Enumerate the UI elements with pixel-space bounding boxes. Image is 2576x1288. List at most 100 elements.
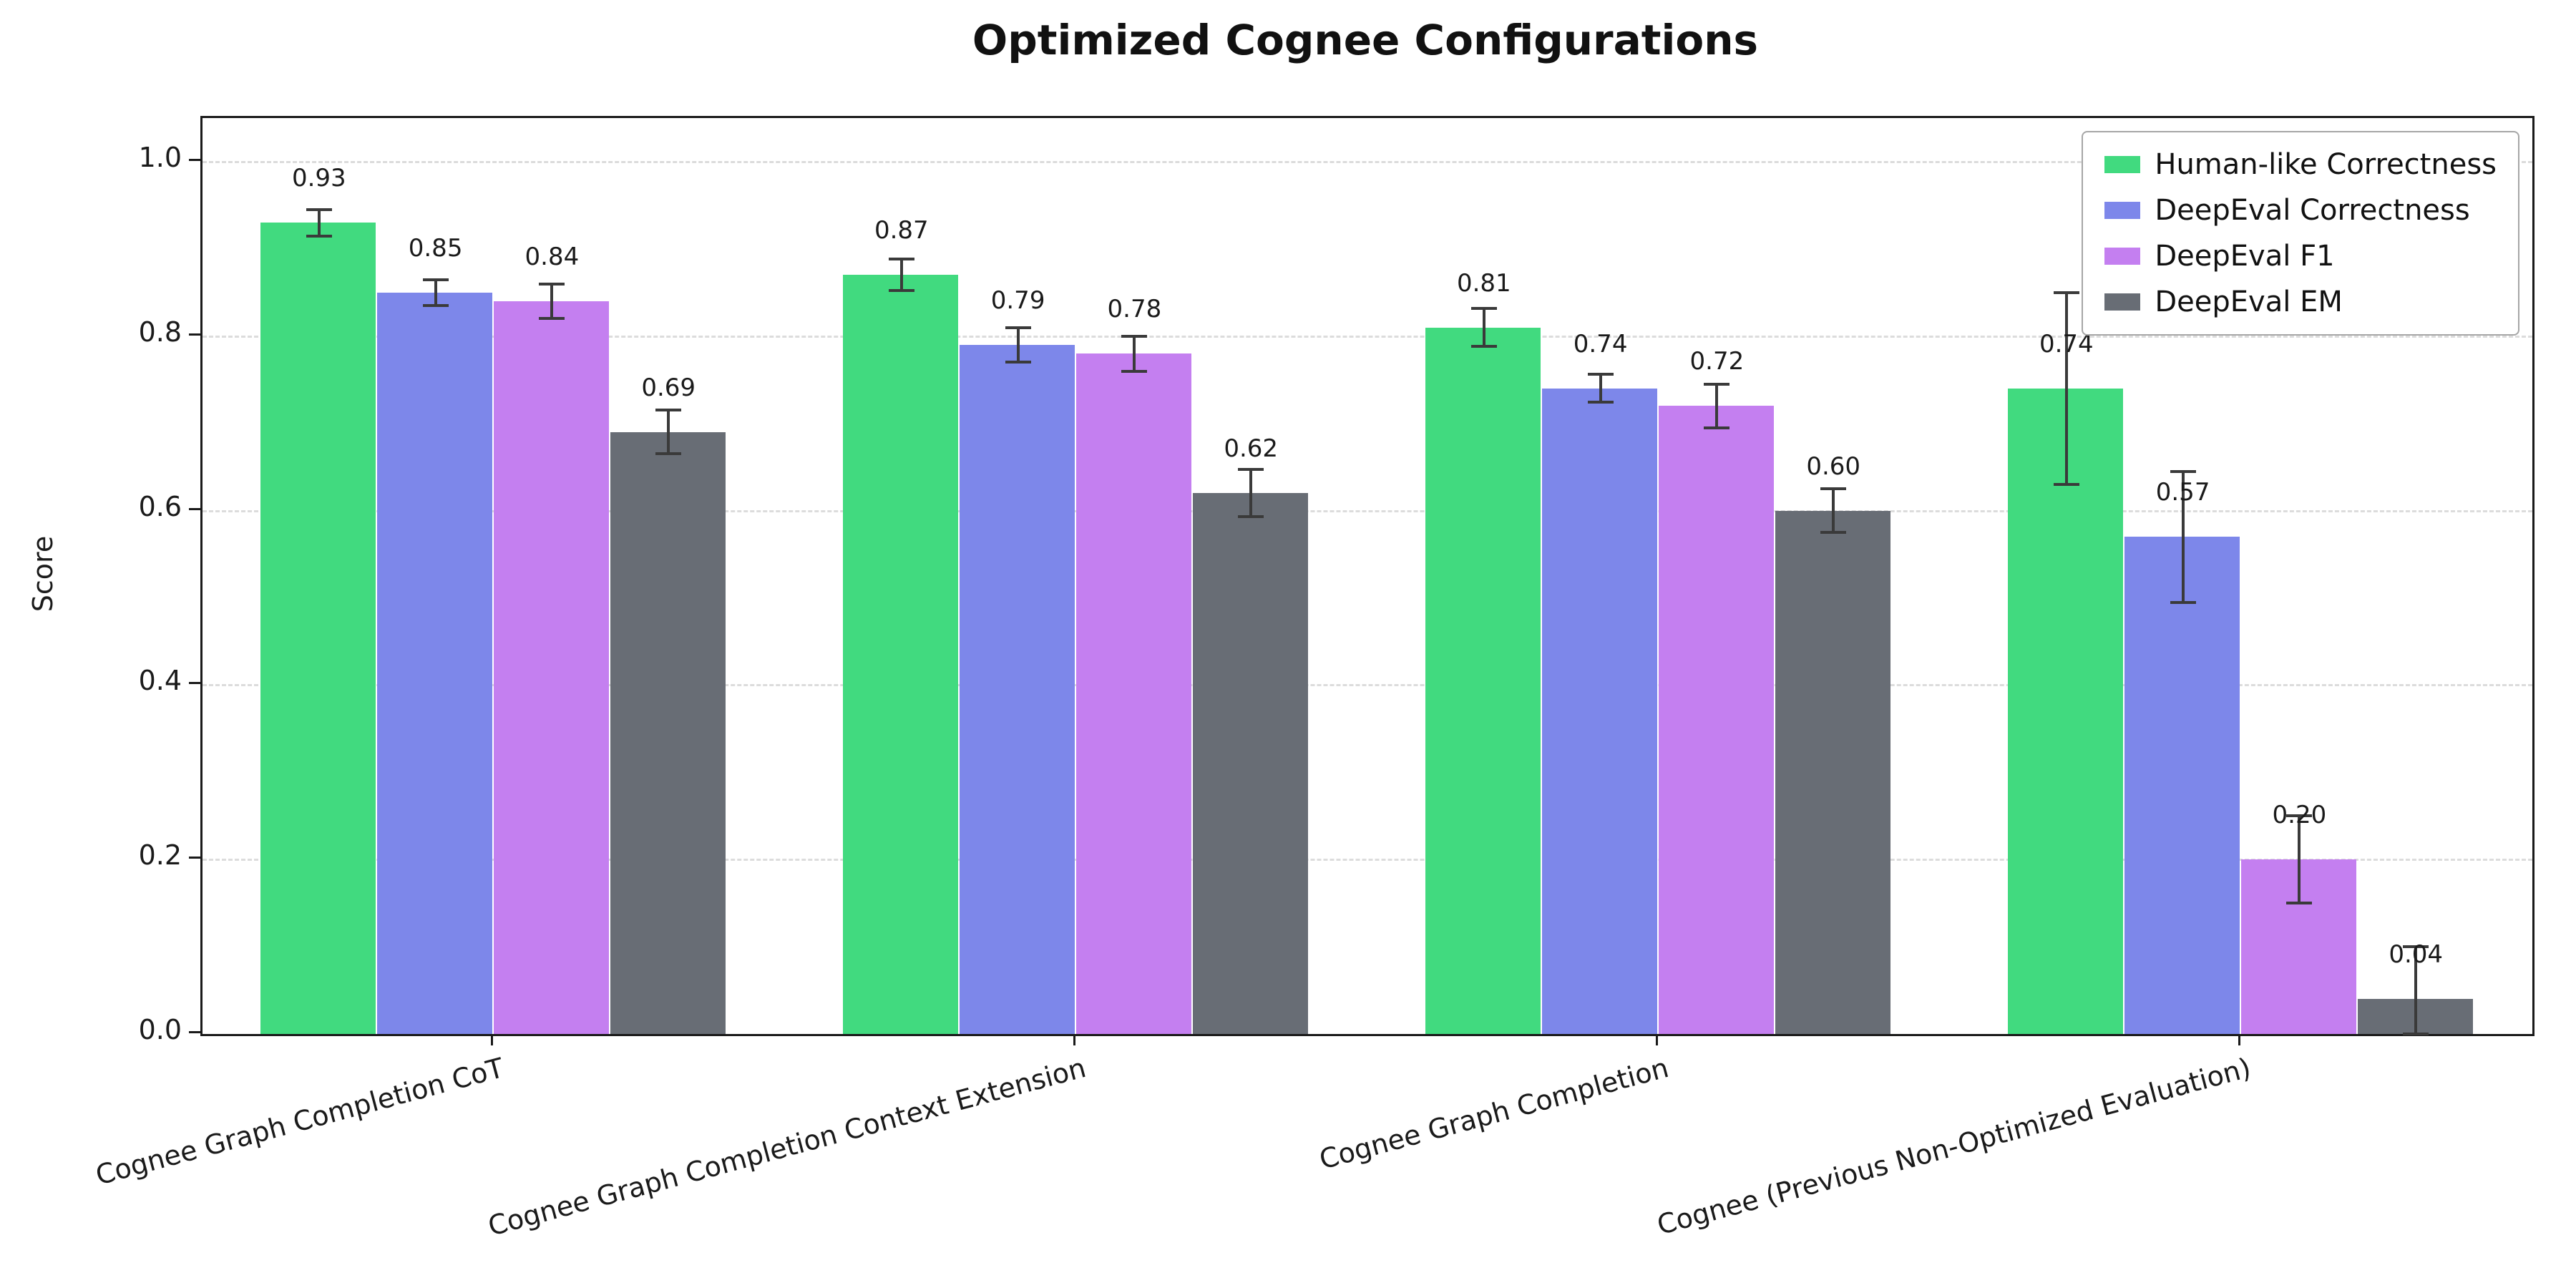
x-tick-label-text: Cognee Graph Completion <box>1316 1052 1672 1176</box>
bar-value-label: 0.84 <box>525 243 580 271</box>
x-tick-mark <box>1656 1034 1658 1045</box>
error-bar <box>434 279 437 306</box>
error-bar-cap <box>888 289 914 293</box>
bar-value-label: 0.78 <box>1107 295 1162 324</box>
bar-value-label: 0.74 <box>1573 329 1628 358</box>
bar-value-label: 0.93 <box>291 164 346 193</box>
error-bar-cap <box>1704 426 1730 429</box>
error-bar-cap <box>655 452 682 456</box>
gridline <box>203 509 2532 512</box>
bar-value-label: 0.87 <box>874 216 929 245</box>
error-bar <box>667 410 670 454</box>
error-bar <box>2298 816 2301 904</box>
bar <box>377 292 492 1034</box>
legend-item: DeepEval EM <box>2104 286 2497 318</box>
legend-label: DeepEval F1 <box>2155 240 2335 273</box>
error-bar-cap <box>539 317 565 321</box>
x-tick-label: Cognee (Previous Non-Optimized Evaluatio… <box>1633 1052 2254 1241</box>
y-tick-mark <box>189 507 200 510</box>
bar <box>1192 493 1308 1034</box>
error-bar-cap <box>1121 334 1148 338</box>
error-bar-cap <box>1470 306 1497 310</box>
legend-swatch <box>2104 202 2141 219</box>
error-bar-cap <box>422 304 449 308</box>
bar-value-label: 0.04 <box>2389 940 2444 970</box>
legend-label: DeepEval Correctness <box>2155 194 2470 227</box>
bar-value-label: 0.60 <box>1806 452 1861 481</box>
error-bar-cap <box>1587 401 1614 404</box>
error-bar-cap <box>2170 600 2196 604</box>
chart-title: Optimized Cognee Configurations <box>972 16 1759 64</box>
error-bar <box>1715 384 1719 428</box>
bar <box>610 431 726 1034</box>
error-bar-cap <box>2170 469 2196 473</box>
error-bar-cap <box>2403 945 2429 949</box>
y-tick-label: 0.8 <box>138 316 182 348</box>
error-bar-cap <box>888 258 914 261</box>
bar <box>260 223 376 1034</box>
x-tick-label: Cognee Graph Completion CoT <box>78 1052 507 1191</box>
y-tick-mark <box>189 857 200 859</box>
error-bar-cap <box>422 278 449 281</box>
x-tick-label-text: Cognee Graph Completion CoT <box>92 1052 507 1191</box>
error-bar-cap <box>655 409 682 412</box>
error-bar-cap <box>306 208 332 211</box>
plot-area: Human-like Correctness DeepEval Correctne… <box>200 116 2534 1036</box>
error-bar-cap <box>1005 361 1031 364</box>
bar-value-label: 0.81 <box>1456 268 1511 298</box>
legend-label: DeepEval EM <box>2155 286 2343 318</box>
bar-value-label: 0.85 <box>408 233 463 263</box>
error-bar-cap <box>2403 1033 2429 1035</box>
x-tick-label: Cognee Graph Completion <box>1304 1052 1672 1176</box>
x-tick-mark <box>1073 1034 1075 1045</box>
error-bar <box>1599 374 1602 403</box>
gridline <box>203 684 2532 687</box>
bar <box>494 301 609 1034</box>
legend-item: DeepEval F1 <box>2104 240 2497 273</box>
legend-item: DeepEval Correctness <box>2104 194 2497 227</box>
error-bar <box>317 210 321 236</box>
legend-label: Human-like Correctness <box>2155 148 2497 181</box>
y-tick-mark <box>189 1031 200 1033</box>
y-tick-mark <box>189 682 200 685</box>
error-bar-cap <box>1238 515 1264 519</box>
error-bar-cap <box>1587 373 1614 376</box>
x-tick-label-text: Cognee Graph Completion Context Extensio… <box>484 1052 1090 1242</box>
error-bar <box>2414 947 2418 1034</box>
error-bar-cap <box>1820 531 1847 535</box>
x-tick-mark <box>491 1034 493 1045</box>
error-bar-cap <box>2286 814 2313 818</box>
bar <box>2124 537 2240 1034</box>
bar-value-label: 0.69 <box>641 373 696 402</box>
error-bar-cap <box>1470 345 1497 348</box>
legend: Human-like Correctness DeepEval Correctne… <box>2082 131 2519 336</box>
bar-value-label: 0.62 <box>1224 434 1279 464</box>
error-bar-cap <box>1820 487 1847 491</box>
legend-item: Human-like Correctness <box>2104 148 2497 181</box>
bar-value-label: 0.79 <box>990 286 1045 315</box>
error-bar-cap <box>1005 326 1031 329</box>
error-bar <box>1832 489 1835 533</box>
error-bar <box>1016 327 1020 363</box>
error-bar-cap <box>2053 291 2079 294</box>
y-tick-label: 0.6 <box>138 490 182 522</box>
y-tick-label: 0.2 <box>138 839 182 872</box>
x-tick-label: Cognee Graph Completion Context Extensio… <box>464 1052 1090 1242</box>
bar-value-label: 0.20 <box>2272 801 2327 830</box>
y-tick-mark <box>189 333 200 336</box>
bar <box>1542 388 1657 1034</box>
x-tick-mark <box>2238 1034 2240 1045</box>
x-tick-label-text: Cognee (Previous Non-Optimized Evaluatio… <box>1654 1052 2255 1241</box>
error-bar-cap <box>1238 468 1264 472</box>
bar <box>2008 388 2124 1034</box>
bar <box>843 275 959 1034</box>
error-bar-cap <box>539 282 565 286</box>
bar <box>1775 510 1890 1034</box>
error-bar-cap <box>306 234 332 238</box>
y-tick-label: 1.0 <box>138 141 182 173</box>
gridline <box>203 335 2532 338</box>
y-axis-label: Score <box>27 535 59 613</box>
gridline <box>203 160 2532 163</box>
error-bar <box>1133 336 1136 371</box>
